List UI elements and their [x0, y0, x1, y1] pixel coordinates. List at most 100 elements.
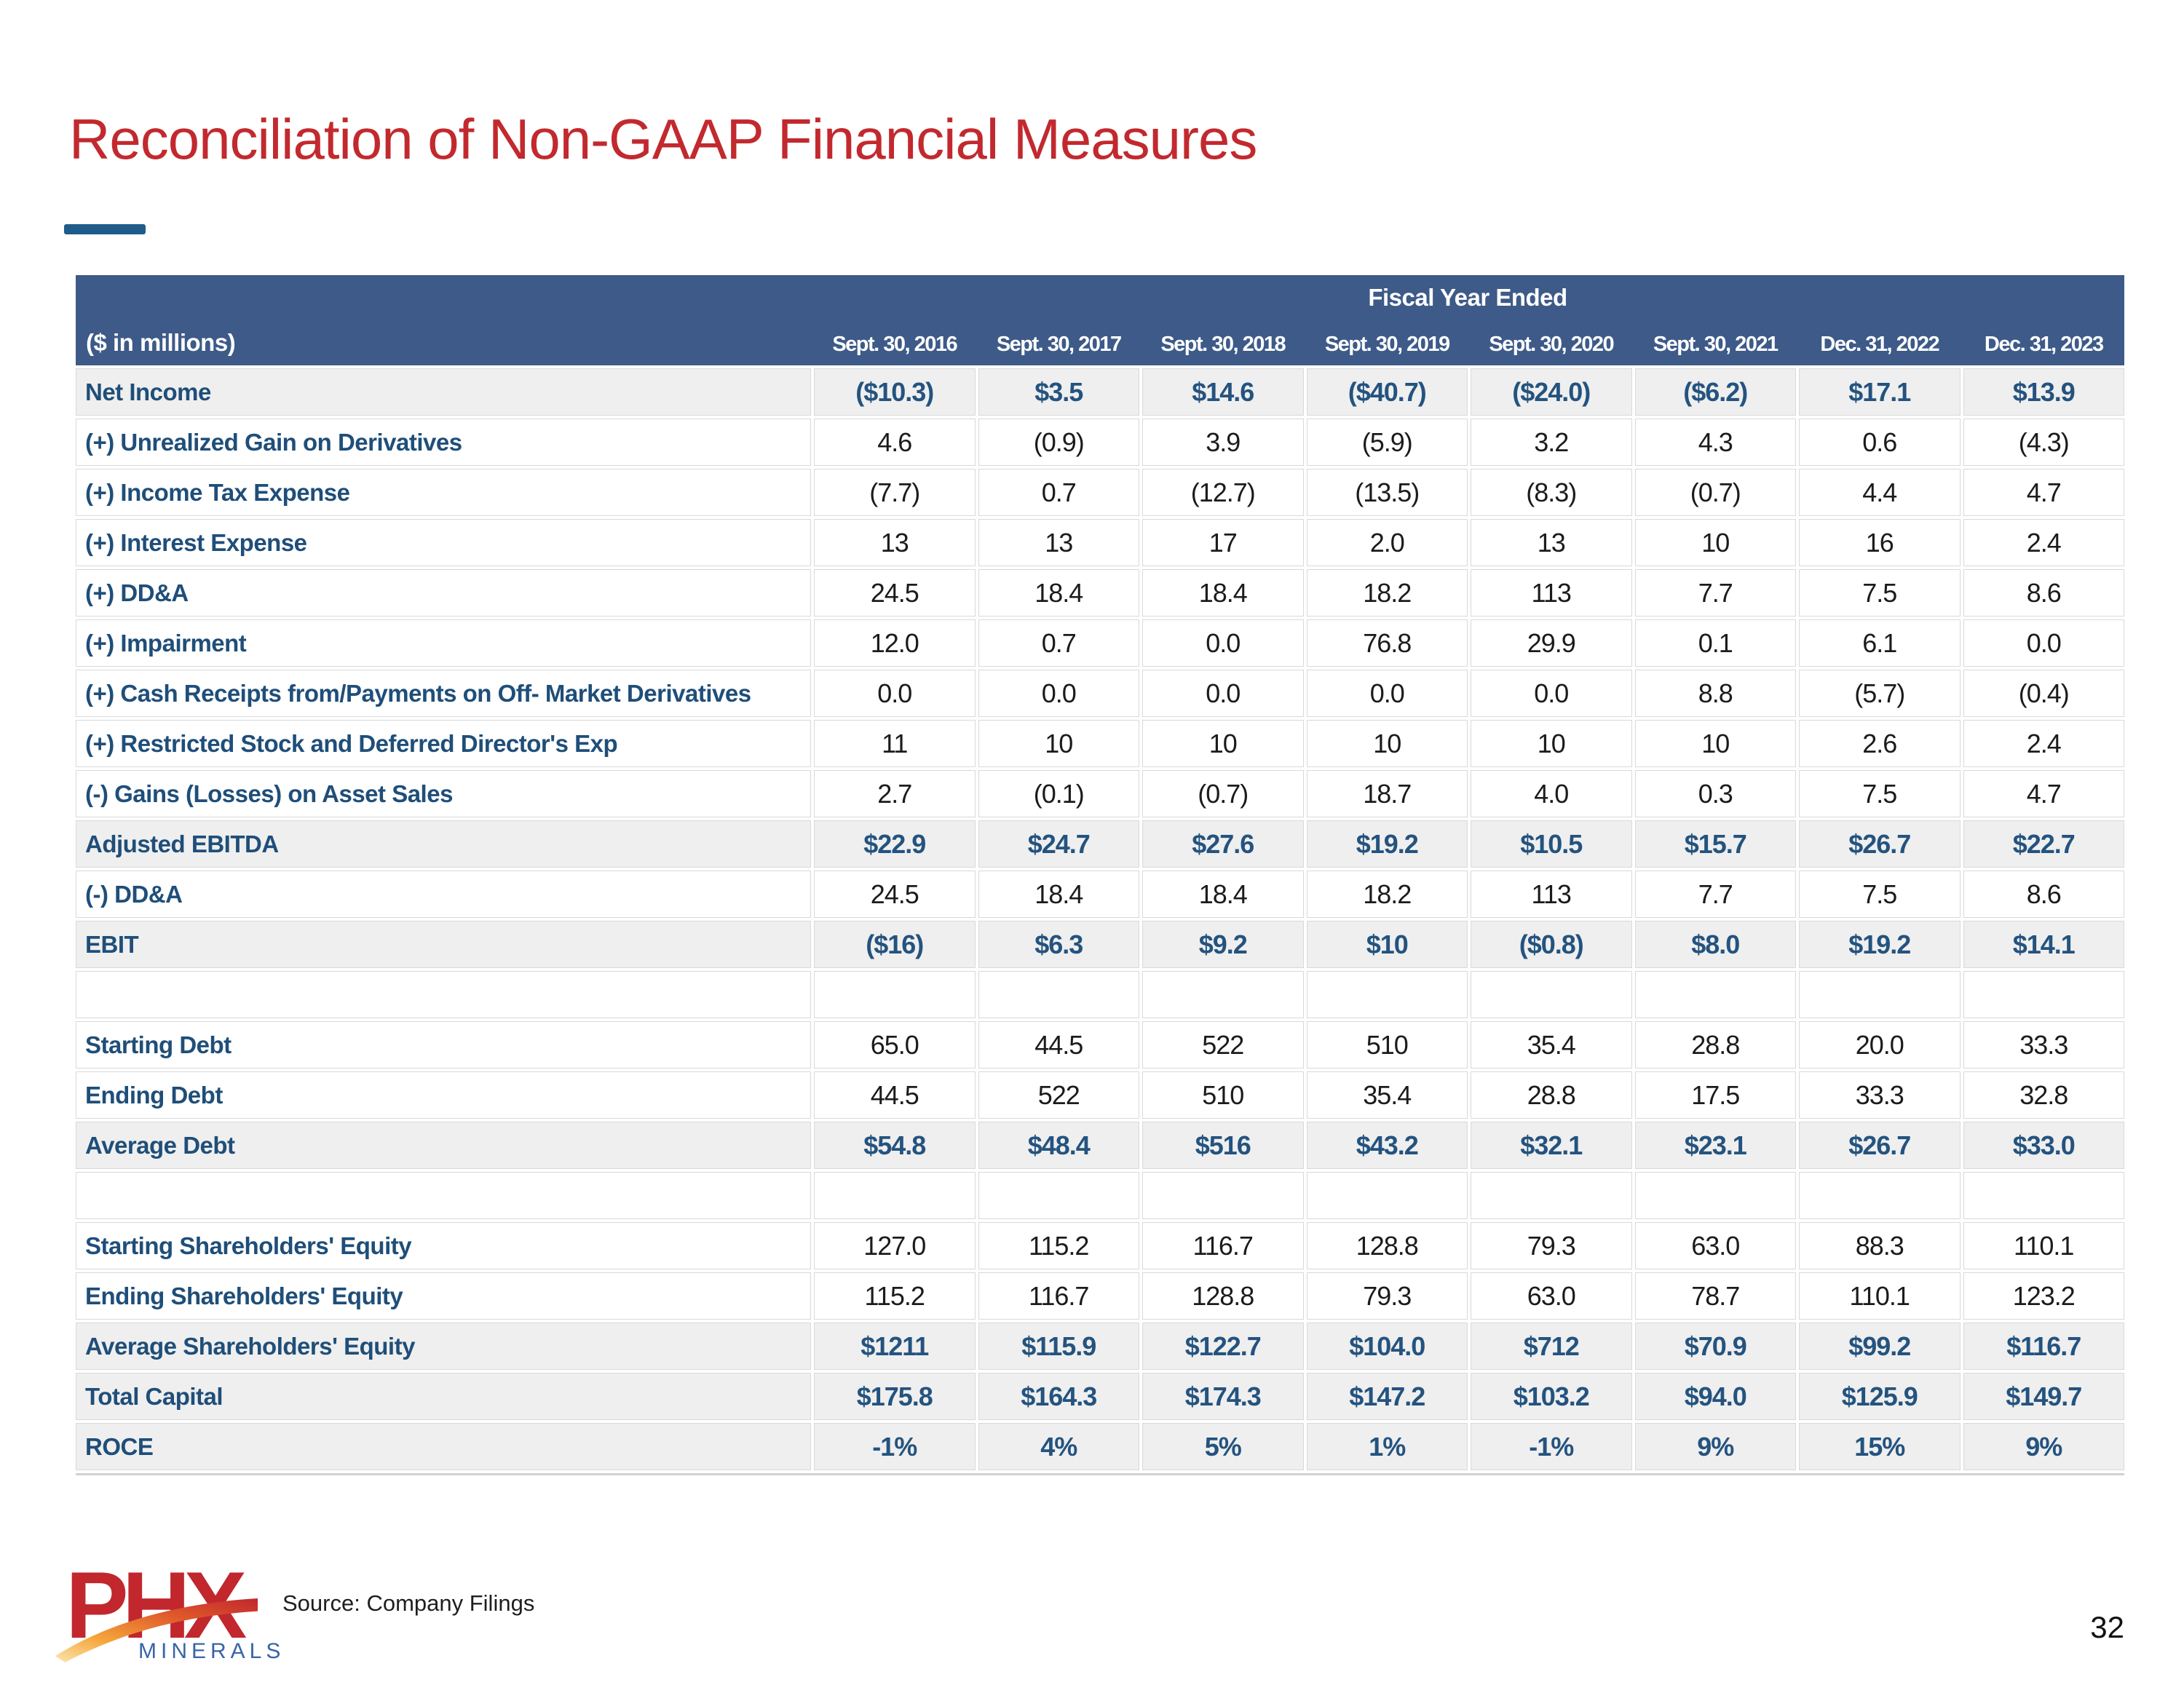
cell-value: 128.8 [1306, 1222, 1468, 1269]
cell-value: -1% [1471, 1423, 1632, 1470]
cell-value: $54.8 [814, 1122, 976, 1169]
table-row: (+) Interest Expense 13 13 17 2.0 13 10 16 2.4 [76, 519, 2124, 566]
cell-value: 2.6 [1799, 720, 1961, 767]
cell-value: $48.4 [978, 1122, 1139, 1169]
cell-value: 4.0 [1471, 770, 1632, 817]
cell-value: 35.4 [1306, 1071, 1468, 1119]
table-row: Starting Debt 65.0 44.5 522 510 35.4 28.8 20.0 3… [76, 1021, 2124, 1069]
cell-value: 24.5 [814, 871, 976, 918]
table-row: ROCE -1% 4% 5% 1% -1% 9% 15% 9% [76, 1423, 2124, 1470]
cell-value: $116.7 [1963, 1323, 2124, 1370]
cell-value: $43.2 [1306, 1122, 1468, 1169]
cell-value: 2.4 [1963, 720, 2124, 767]
cell-value: $1211 [814, 1323, 976, 1370]
cell-value: $3.5 [978, 368, 1139, 416]
cell-value: 0.0 [1471, 670, 1632, 717]
cell-value: $10.5 [1471, 820, 1632, 868]
cell-value: 510 [1142, 1071, 1304, 1119]
cell-value: 113 [1471, 871, 1632, 918]
table-row: (-) DD&A 24.5 18.4 18.4 18.2 113 7.7 7.5 8.6 [76, 871, 2124, 918]
column-header-0: Sept. 30, 2016 [832, 333, 957, 356]
cell-value: 115.2 [978, 1222, 1139, 1269]
cell-value: 0.0 [1963, 619, 2124, 667]
cell-value: $712 [1471, 1323, 1632, 1370]
column-header-5: Sept. 30, 2021 [1653, 333, 1779, 356]
cell-value: 8.8 [1634, 670, 1796, 717]
cell-value: (0.4) [1963, 670, 2124, 717]
cell-value: 18.4 [978, 569, 1139, 616]
cell-value: $70.9 [1634, 1323, 1796, 1370]
cell-value: 4.7 [1963, 469, 2124, 516]
cell-value: -1% [814, 1423, 976, 1470]
cell-value: 44.5 [978, 1021, 1139, 1069]
cell-value: 16 [1799, 519, 1961, 566]
cell-value: 0.7 [978, 469, 1139, 516]
cell-value: 33.3 [1963, 1021, 2124, 1069]
cell-value: 0.7 [978, 619, 1139, 667]
table-row: Adjusted EBITDA $22.9 $24.7 $27.6 $19.2 $10.5… [76, 820, 2124, 868]
cell-value: 7.5 [1799, 569, 1961, 616]
table-row: (+) Income Tax Expense (7.7) 0.7 (12.7) (13.… [76, 469, 2124, 516]
cell-value: 7.7 [1634, 569, 1796, 616]
cell-value: 13 [814, 519, 976, 566]
cell-value: 79.3 [1306, 1272, 1468, 1320]
cell-value: 0.0 [1306, 670, 1468, 717]
column-header-row: ($ in millions) Sept. 30, 2016 Sept. 30, … [76, 329, 2124, 357]
cell-value: 3.2 [1471, 419, 1632, 466]
cell-value: 123.2 [1963, 1272, 2124, 1320]
cell-value: 33.3 [1799, 1071, 1961, 1119]
cell-value: 24.5 [814, 569, 976, 616]
cell-value: 110.1 [1799, 1272, 1961, 1320]
table-row: Net Income ($10.3) $3.5 $14.6 ($40.7) ($24.0)… [76, 368, 2124, 416]
cell-value: $27.6 [1142, 820, 1304, 868]
cell-value: (5.7) [1799, 670, 1961, 717]
cell-value: 0.3 [1634, 770, 1796, 817]
cell-value [1634, 1172, 1796, 1219]
row-label: (+) Income Tax Expense [76, 469, 811, 516]
cell-value: 10 [1634, 519, 1796, 566]
cell-value: 63.0 [1634, 1222, 1796, 1269]
cell-value: $17.1 [1799, 368, 1961, 416]
table-row: (+) Cash Receipts from/Payments on Off- … [76, 670, 2124, 717]
cell-value: 522 [1142, 1021, 1304, 1069]
table-blank-row [76, 1172, 2124, 1219]
cell-value: 115.2 [814, 1272, 976, 1320]
row-label: Average Debt [76, 1122, 811, 1169]
cell-value: 65.0 [814, 1021, 976, 1069]
cell-value [1306, 1172, 1468, 1219]
row-label: Net Income [76, 368, 811, 416]
column-header-7: Dec. 31, 2023 [1984, 333, 2104, 356]
cell-value: 0.6 [1799, 419, 1961, 466]
cell-value: $147.2 [1306, 1373, 1468, 1420]
cell-value: 63.0 [1471, 1272, 1632, 1320]
cell-value [814, 971, 976, 1018]
cell-value: ($40.7) [1306, 368, 1468, 416]
cell-value: 9% [1634, 1423, 1796, 1470]
cell-value: 10 [978, 720, 1139, 767]
cell-value: 35.4 [1471, 1021, 1632, 1069]
cell-value: 18.4 [1142, 569, 1304, 616]
cell-value: 18.2 [1306, 871, 1468, 918]
cell-value: 0.1 [1634, 619, 1796, 667]
group-header: Fiscal Year Ended [1368, 284, 1567, 311]
cell-value: 29.9 [1471, 619, 1632, 667]
cell-value: $19.2 [1799, 921, 1961, 968]
source-note: Source: Company Filings [282, 1590, 535, 1616]
cell-value: $104.0 [1306, 1323, 1468, 1370]
cell-value: (0.9) [978, 419, 1139, 466]
cell-value: 12.0 [814, 619, 976, 667]
row-label: Total Capital [76, 1373, 811, 1420]
cell-value [1799, 1172, 1961, 1219]
cell-value: $26.7 [1799, 1122, 1961, 1169]
table-row: (+) Restricted Stock and Deferred Direct… [76, 720, 2124, 767]
cell-value: 0.0 [1142, 670, 1304, 717]
cell-value [1799, 971, 1961, 1018]
cell-value: $13.9 [1963, 368, 2124, 416]
cell-value: $26.7 [1799, 820, 1961, 868]
cell-value: $33.0 [1963, 1122, 2124, 1169]
page-title: Reconciliation of Non-GAAP Financial Mea… [69, 107, 1257, 171]
cell-value: ($16) [814, 921, 976, 968]
cell-value: 4.6 [814, 419, 976, 466]
cell-value: 18.4 [978, 871, 1139, 918]
column-header-3: Sept. 30, 2019 [1324, 333, 1450, 356]
